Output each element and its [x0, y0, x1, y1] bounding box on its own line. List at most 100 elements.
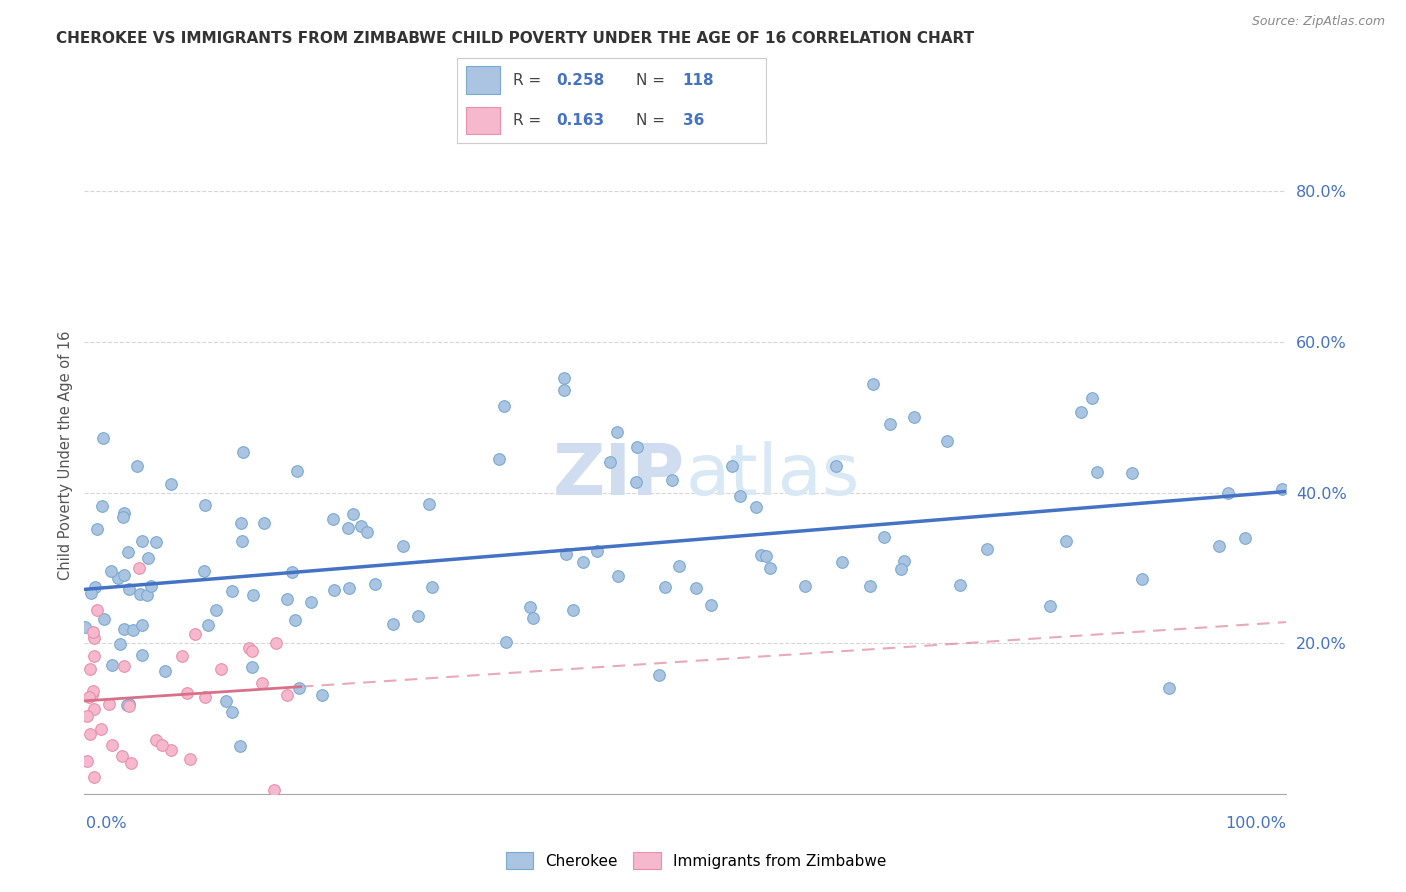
Point	[336, 521, 359, 535]
Point	[1080, 391, 1102, 405]
Point	[1039, 599, 1062, 614]
Point	[1121, 466, 1143, 480]
Text: 118: 118	[683, 72, 714, 87]
Point	[572, 555, 595, 569]
Point	[153, 664, 176, 678]
Point	[159, 477, 181, 491]
Point	[418, 497, 440, 511]
Point	[131, 648, 153, 662]
Point	[337, 582, 360, 596]
Point	[83, 702, 105, 716]
Point	[1070, 405, 1092, 419]
Point	[120, 756, 142, 770]
Legend: Cherokee, Immigrants from Zimbabwe: Cherokee, Immigrants from Zimbabwe	[499, 846, 893, 875]
Text: 100.0%: 100.0%	[1226, 816, 1286, 831]
Point	[654, 580, 676, 594]
Point	[311, 688, 333, 702]
Point	[112, 506, 135, 520]
Point	[232, 445, 254, 459]
Point	[86, 523, 108, 537]
Point	[1157, 681, 1180, 695]
Text: N =: N =	[637, 113, 671, 128]
Text: 0.163: 0.163	[555, 113, 605, 128]
Point	[624, 475, 647, 490]
Point	[117, 545, 139, 559]
Point	[86, 603, 108, 617]
Point	[949, 578, 972, 592]
Point	[1216, 486, 1239, 500]
Point	[136, 550, 159, 565]
Point	[90, 722, 112, 736]
Point	[661, 474, 683, 488]
Point	[77, 690, 100, 705]
Point	[879, 417, 901, 431]
Point	[93, 431, 115, 445]
Point	[488, 452, 510, 467]
Point	[794, 579, 817, 593]
Point	[284, 613, 307, 627]
Point	[607, 568, 630, 582]
Text: atlas: atlas	[686, 441, 860, 509]
Point	[170, 648, 193, 663]
Point	[553, 383, 575, 397]
Point	[873, 530, 896, 544]
Text: 0.258: 0.258	[555, 72, 605, 87]
Point	[145, 535, 167, 549]
Point	[250, 676, 273, 690]
Point	[159, 742, 181, 756]
Point	[626, 440, 648, 454]
Point	[392, 540, 415, 554]
Point	[194, 498, 217, 512]
Point	[495, 635, 517, 649]
Point	[976, 542, 998, 557]
Point	[112, 622, 135, 636]
Point	[122, 624, 145, 638]
Text: R =: R =	[513, 113, 546, 128]
Point	[700, 598, 723, 612]
Point	[112, 658, 135, 673]
Point	[108, 636, 131, 650]
Text: N =: N =	[637, 72, 671, 87]
Point	[862, 377, 884, 392]
Point	[322, 512, 344, 526]
Point	[76, 754, 98, 768]
Point	[1085, 465, 1108, 479]
Point	[287, 681, 309, 695]
Point	[935, 434, 957, 448]
Point	[831, 555, 853, 569]
Point	[555, 547, 578, 561]
Text: R =: R =	[513, 72, 546, 87]
Point	[79, 662, 101, 676]
Text: 0.0%: 0.0%	[86, 816, 127, 831]
FancyBboxPatch shape	[467, 107, 501, 134]
Point	[112, 568, 135, 582]
Point	[342, 507, 364, 521]
Point	[1208, 539, 1230, 553]
Point	[82, 625, 104, 640]
Point	[91, 500, 114, 514]
Point	[118, 697, 141, 711]
Point	[117, 698, 139, 712]
Point	[553, 371, 575, 385]
Point	[893, 554, 915, 568]
Point	[285, 464, 308, 478]
Point	[859, 579, 882, 593]
Point	[176, 685, 198, 699]
Point	[129, 587, 152, 601]
Point	[83, 648, 105, 663]
Point	[1054, 534, 1077, 549]
Point	[890, 562, 912, 576]
Point	[238, 641, 260, 656]
Point	[903, 409, 925, 424]
Point	[107, 571, 129, 585]
Point	[128, 561, 150, 575]
Point	[685, 581, 707, 595]
Text: CHEROKEE VS IMMIGRANTS FROM ZIMBABWE CHILD POVERTY UNDER THE AGE OF 16 CORRELATI: CHEROKEE VS IMMIGRANTS FROM ZIMBABWE CHI…	[56, 31, 974, 46]
Point	[229, 516, 252, 530]
Point	[73, 620, 96, 634]
Point	[111, 749, 134, 764]
Point	[194, 690, 217, 704]
Point	[117, 698, 139, 713]
Point	[281, 566, 304, 580]
Point	[562, 603, 585, 617]
